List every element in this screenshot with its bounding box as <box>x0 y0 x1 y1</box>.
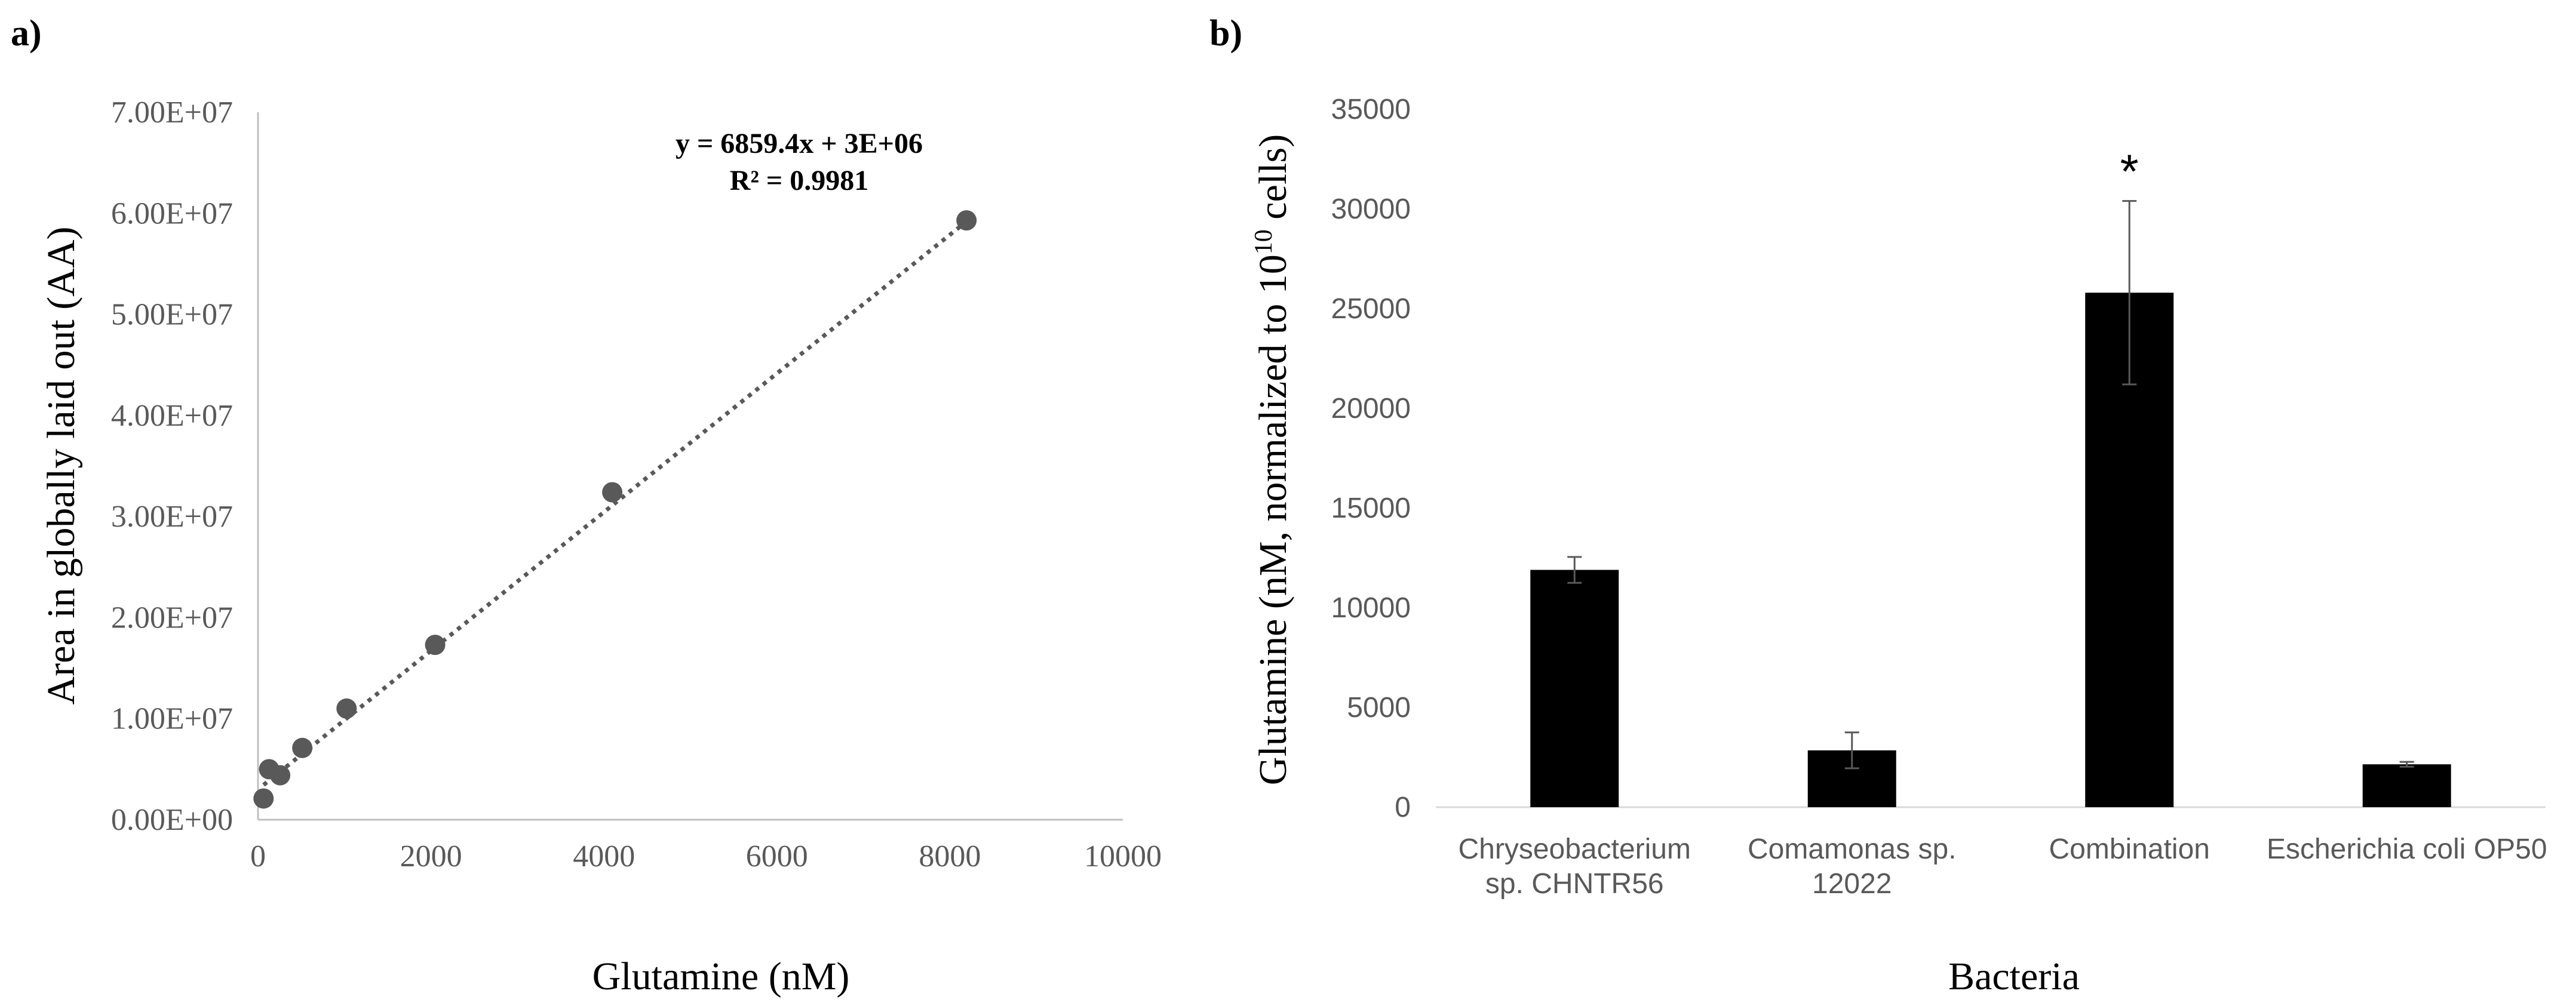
error-bar <box>1567 556 1582 584</box>
category-label-line: Combination <box>2049 833 2210 865</box>
panel-b-label: b) <box>1209 13 1242 54</box>
scatter-point <box>336 698 357 719</box>
error-bar <box>2122 200 2137 386</box>
panel-b-y-tick-label: 20000 <box>1331 393 1411 424</box>
panel-b-category-labels: Chryseobacterium sp. CHNTR56 Comamonas sp.… <box>1459 833 2547 900</box>
panel-a-y-tick-label: 3.00E+07 <box>111 500 233 534</box>
panel-a-y-axis-title: Area in globally laid out (AA) <box>39 227 83 705</box>
panel-b-error-bars <box>1567 200 2414 770</box>
trendline-equation: y = 6859.4x + 3E+06 <box>676 128 923 159</box>
scatter-point <box>602 482 623 503</box>
panel-a-label: a) <box>11 13 42 54</box>
panel-b-y-axis-title: Glutamine (nM, normalized to 1010 cells) <box>1250 134 1295 785</box>
trendline <box>262 220 968 787</box>
panel-a-x-tick-label: 10000 <box>1084 839 1162 873</box>
panel-a-y-tick-label: 5.00E+07 <box>111 298 233 332</box>
panel-b-y-tick-label: 10000 <box>1331 592 1411 624</box>
panel-a-y-tick-label: 1.00E+07 <box>111 702 233 736</box>
category-label-line: sp. CHNTR56 <box>1485 868 1664 900</box>
panel-b-y-axis-title-end: cells) <box>1251 134 1295 229</box>
panel-a-x-ticks: 0 2000 4000 6000 8000 10000 <box>250 839 1162 873</box>
panel-a-x-tick-label: 8000 <box>919 839 981 873</box>
category-label-line: Escherichia coli OP50 <box>2267 833 2547 865</box>
panel-b-x-axis-title: Bacteria <box>1948 955 2080 998</box>
panel-a-scatter-chart: a) 0.00E+00 1.00E+07 2.00E+07 3.00E+07 4.00E… <box>11 13 1162 998</box>
scatter-point <box>292 737 313 758</box>
panel-a-points <box>253 210 977 809</box>
scatter-point <box>956 210 977 231</box>
scatter-point <box>270 765 291 786</box>
error-bar <box>2399 761 2414 768</box>
r-squared-label: R² = 0.9981 <box>730 165 868 196</box>
panel-a-y-tick-label: 0.00E+00 <box>111 803 233 837</box>
category-label: Combination <box>2049 833 2210 865</box>
scatter-point <box>253 788 274 809</box>
panel-b-y-tick-label: 35000 <box>1331 94 1411 125</box>
panel-b-y-axis-title-superscript: 10 <box>1250 229 1278 254</box>
panel-a-y-tick-label: 4.00E+07 <box>111 399 233 433</box>
category-label: Chryseobacterium sp. CHNTR56 <box>1459 833 1691 900</box>
category-label-line: 12022 <box>1812 868 1892 900</box>
panel-a-y-tick-label: 7.00E+07 <box>111 96 233 130</box>
panel-a-x-tick-label: 2000 <box>400 839 462 873</box>
panel-b-bar-chart: b) 0 5000 10000 15000 20000 25000 30000 35000 *… <box>1209 13 2547 998</box>
panel-b-significance-marks: * <box>2120 145 2139 198</box>
panel-b-y-axis-title-main: Glutamine (nM, normalized to 10 <box>1251 254 1295 785</box>
panel-b-y-tick-label: 5000 <box>1347 692 1411 724</box>
panel-b-y-ticks: 0 5000 10000 15000 20000 25000 30000 35000 <box>1331 94 1411 823</box>
panel-b-y-tick-label: 25000 <box>1331 293 1411 325</box>
panel-a-x-axis-title: Glutamine (nM) <box>592 955 850 998</box>
panel-a-y-tick-label: 6.00E+07 <box>111 196 233 230</box>
error-bar <box>1844 731 1859 770</box>
panel-a-y-ticks: 0.00E+00 1.00E+07 2.00E+07 3.00E+07 4.00E+07… <box>111 96 233 837</box>
bar <box>1530 570 1619 807</box>
panel-b-bars <box>1530 293 2451 807</box>
panel-b-y-tick-label: 0 <box>1395 792 1411 823</box>
panel-a-x-tick-label: 6000 <box>746 839 808 873</box>
category-label-line: Chryseobacterium <box>1459 833 1691 865</box>
scatter-point <box>425 635 446 656</box>
category-label: Escherichia coli OP50 <box>2267 833 2547 865</box>
bar <box>2362 764 2451 807</box>
category-label: Comamonas sp. 12022 <box>1748 833 1956 900</box>
panel-a-x-tick-label: 4000 <box>573 839 635 873</box>
panel-a-y-tick-label: 2.00E+07 <box>111 601 233 635</box>
panel-a-axes <box>257 112 1123 821</box>
panel-a-x-tick-label: 0 <box>250 839 266 873</box>
significance-asterisk: * <box>2120 145 2139 198</box>
panel-a-trendline-group <box>262 220 968 787</box>
panel-b-y-tick-label: 30000 <box>1331 193 1411 225</box>
panel-b-y-tick-label: 15000 <box>1331 493 1411 524</box>
category-label-line: Comamonas sp. <box>1748 833 1956 865</box>
